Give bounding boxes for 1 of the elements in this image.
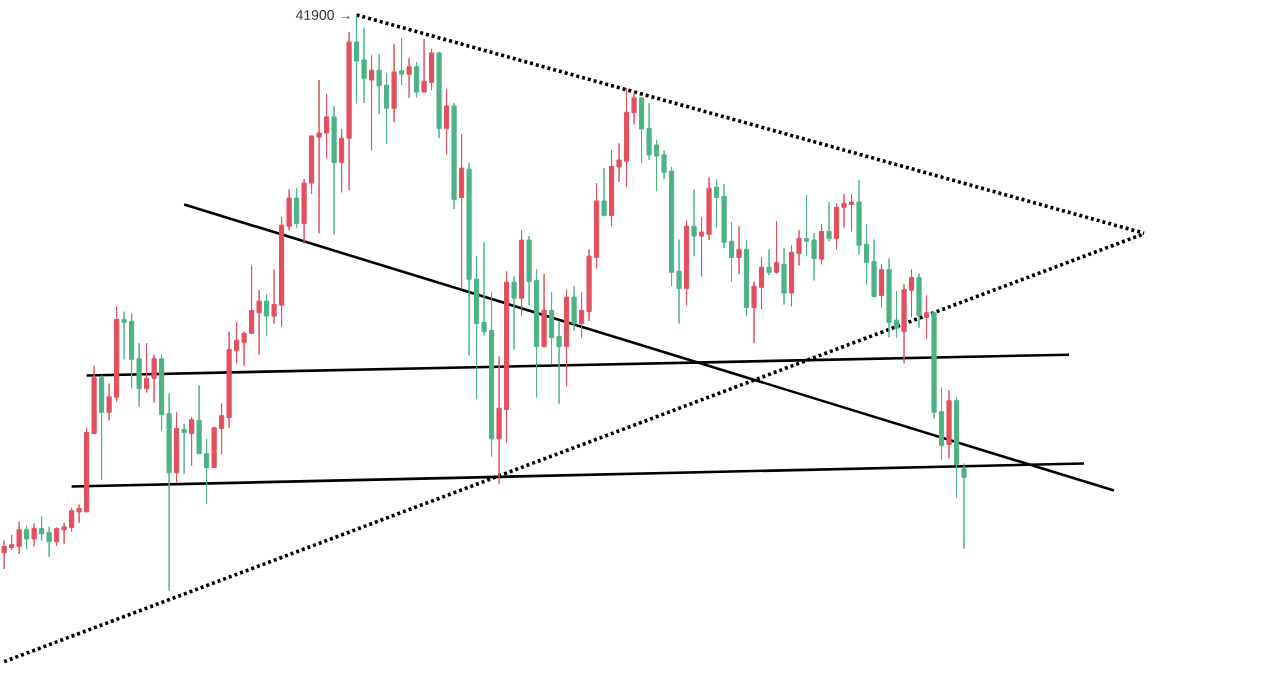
annotation: 41900 →	[295, 10, 350, 20]
